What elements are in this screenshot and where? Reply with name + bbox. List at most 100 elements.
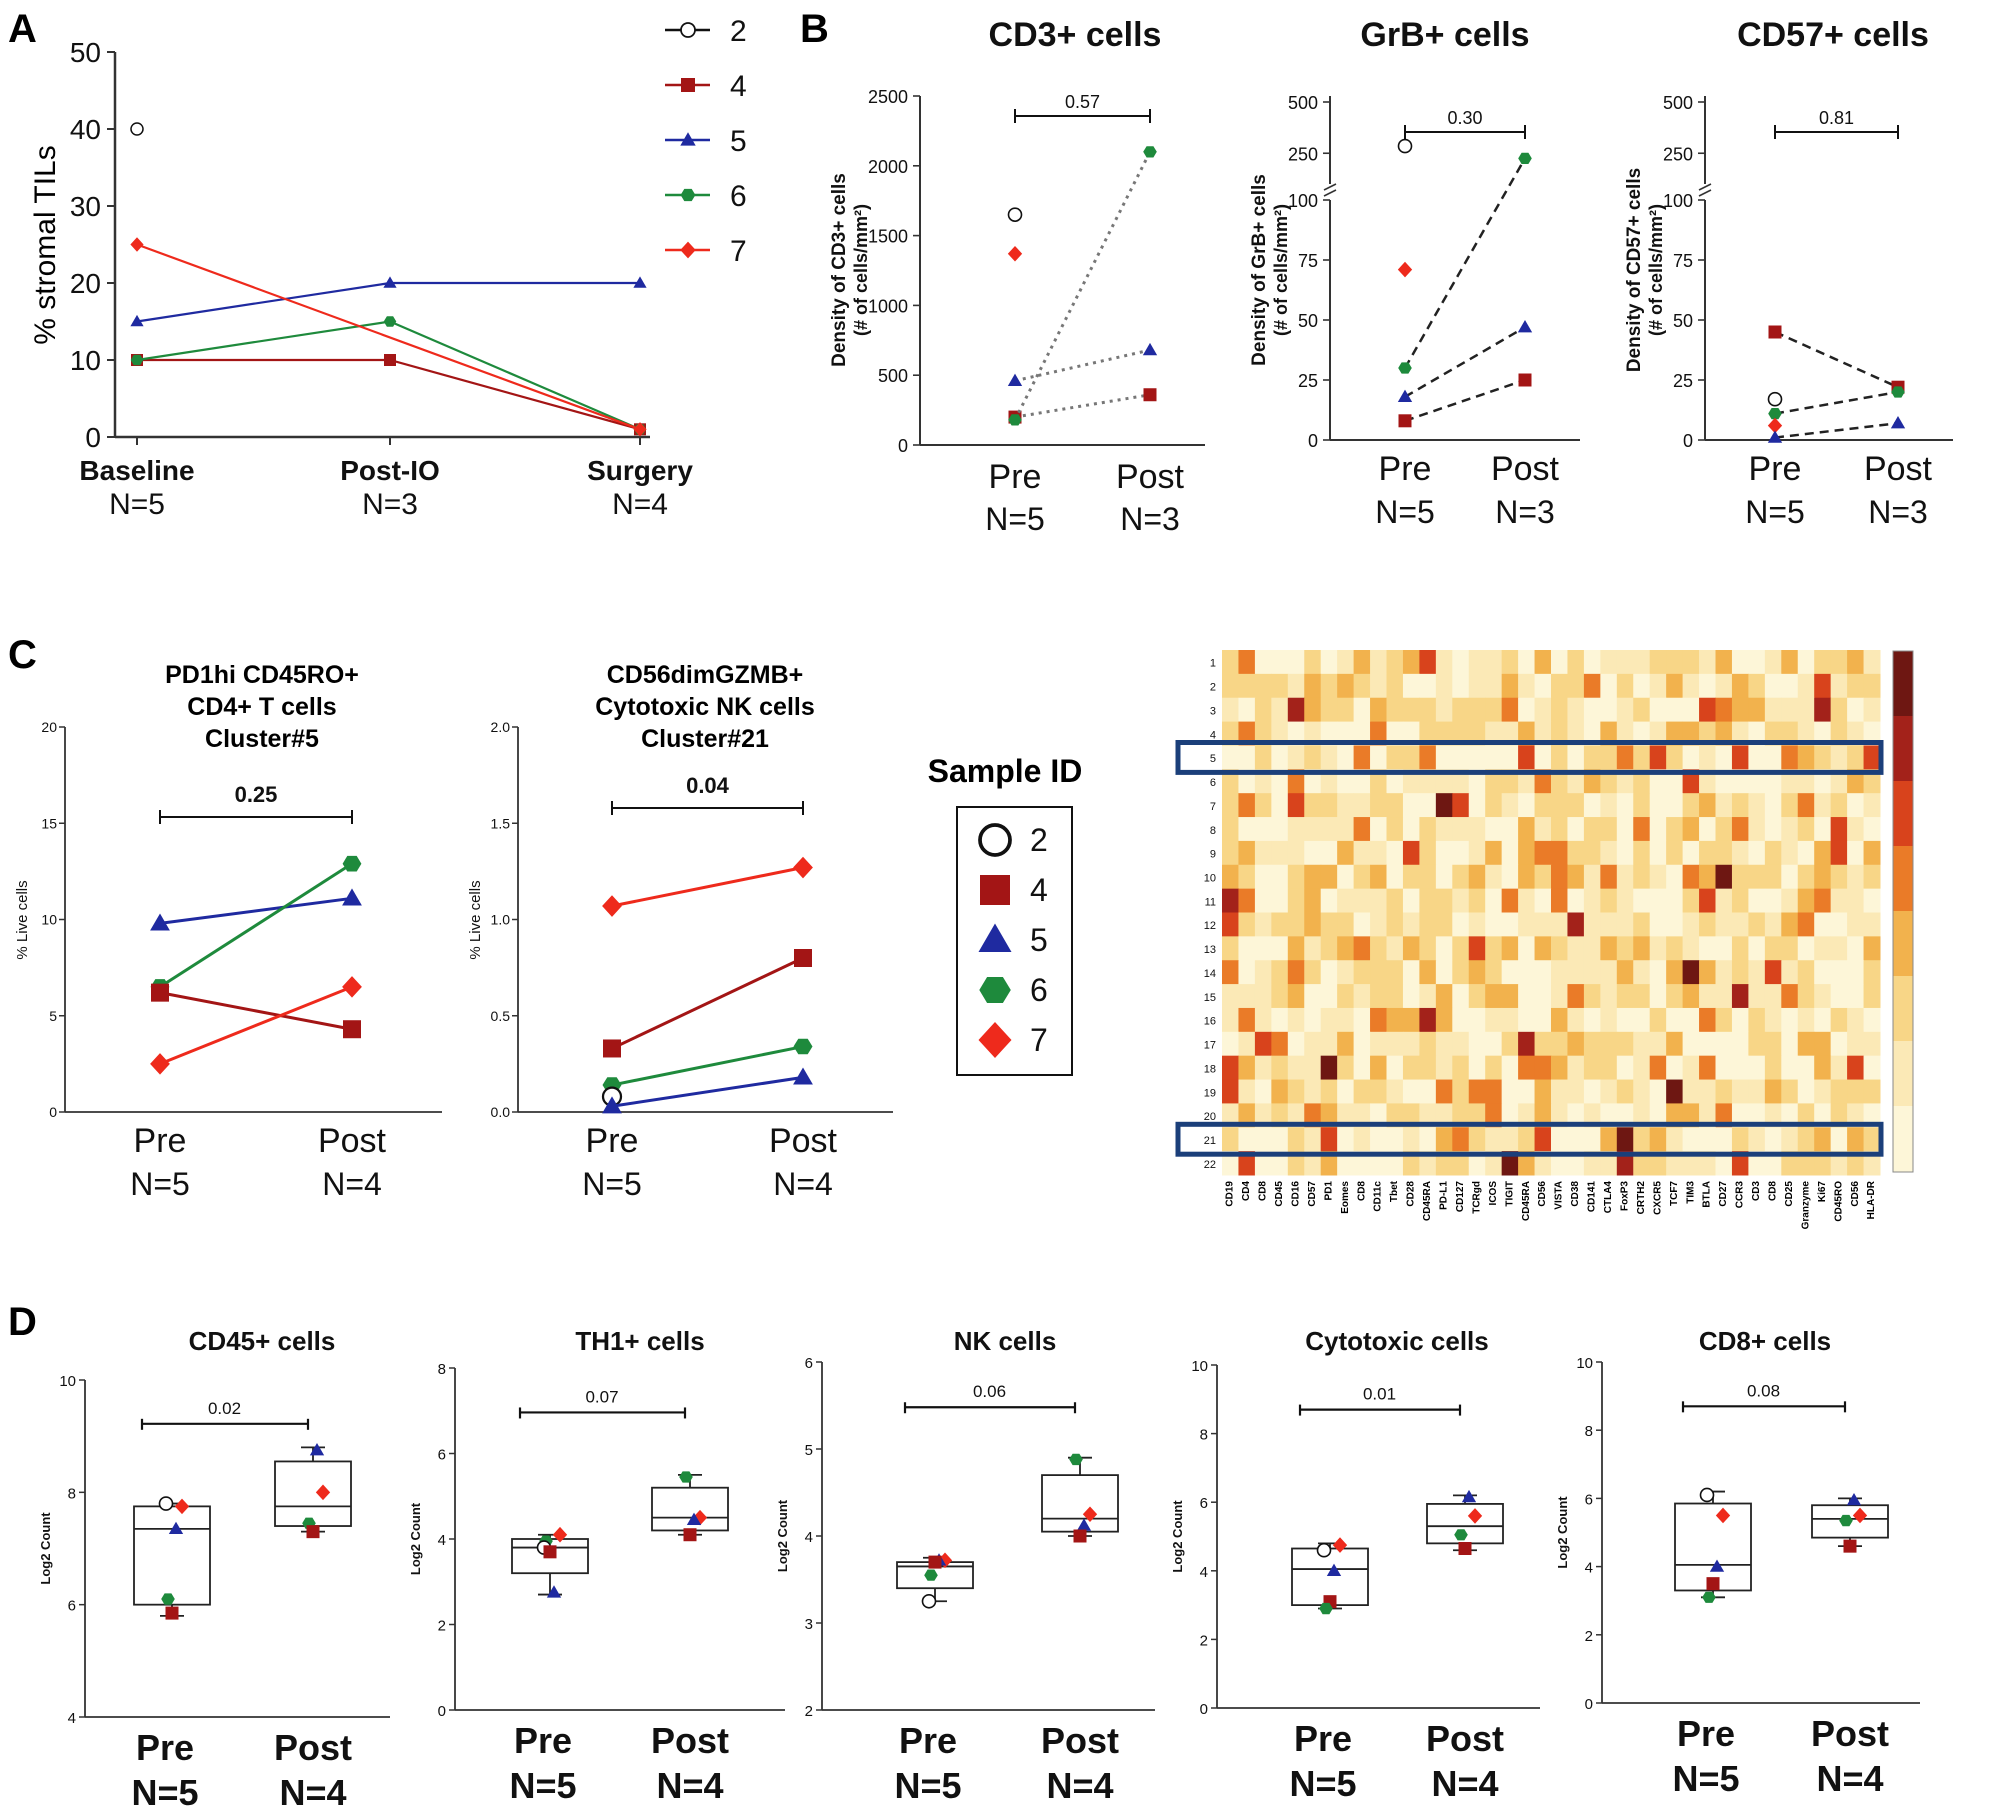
heatmap-cell — [1551, 888, 1568, 913]
heatmap-cell — [1551, 984, 1568, 1009]
heatmap-cell — [1830, 745, 1848, 770]
heatmap-cell — [1567, 840, 1585, 866]
heatmap-cell — [1534, 817, 1552, 842]
heatmap-cell — [1271, 721, 1289, 746]
series-2-point — [158, 1496, 174, 1511]
heatmap-cell — [1353, 697, 1371, 723]
heatmap-cell — [1748, 697, 1766, 723]
heatmap-cell — [1830, 840, 1848, 866]
heatmap-cell — [1781, 769, 1799, 794]
heatmap-cell — [1830, 1031, 1848, 1057]
heatmap-cell — [1682, 984, 1700, 1009]
heatmap-cell — [1518, 912, 1536, 937]
heatmap-cell — [1699, 793, 1716, 818]
heatmap-cell — [1435, 769, 1453, 794]
heatmap-cell — [1534, 769, 1552, 794]
panel-b-y-tick-label: 25 — [1673, 371, 1693, 391]
heatmap-cell — [1666, 745, 1684, 770]
panel-d-box — [1674, 1502, 1752, 1592]
heatmap-cell — [1682, 817, 1700, 842]
heatmap-cell — [1699, 817, 1716, 842]
heatmap-cell — [1830, 769, 1848, 794]
heatmap-colorbar-segment — [1893, 1145, 1913, 1159]
panel-d-y-tick-label: 4 — [68, 1710, 76, 1727]
heatmap-cell — [1764, 721, 1782, 746]
heatmap-cell — [1337, 817, 1355, 842]
heatmap-cell — [1616, 650, 1634, 675]
heatmap-cell — [1402, 1031, 1420, 1057]
heatmap-cell — [1386, 840, 1404, 866]
series-2-point — [1316, 1542, 1332, 1558]
heatmap-cell — [1583, 864, 1601, 890]
series-7-line — [136, 243, 641, 431]
heatmap-cell — [1501, 1031, 1519, 1057]
heatmap-cell — [1715, 840, 1733, 866]
heatmap-cell — [1748, 721, 1766, 746]
panel-d-y-tick-label: 4 — [805, 1529, 813, 1546]
heatmap-cell — [1682, 721, 1700, 746]
panel-c-x-n: N=4 — [322, 1166, 382, 1202]
heatmap-colorbar-segment — [1893, 950, 1913, 964]
heatmap-colorbar-segment — [1893, 1093, 1913, 1107]
heatmap-cell — [1534, 912, 1552, 937]
heatmap-cell — [1271, 1151, 1289, 1176]
panel-b-y-axis-label-units: (# of cells/mm²) — [851, 204, 871, 336]
heatmap-cell — [1452, 1031, 1470, 1057]
heatmap-cell — [1764, 817, 1782, 842]
heatmap-cell — [1699, 1031, 1716, 1057]
heatmap-cell — [1797, 1007, 1815, 1033]
heatmap-cell — [1731, 769, 1749, 794]
heatmap-colorbar-segment — [1893, 976, 1913, 990]
heatmap-cell — [1764, 960, 1782, 985]
heatmap-cell — [1353, 1007, 1371, 1033]
heatmap-cell — [1830, 1055, 1848, 1081]
heatmap-cell — [1370, 960, 1387, 985]
heatmap-cell — [1764, 888, 1782, 913]
heatmap-cell — [1633, 912, 1651, 937]
heatmap-cell — [1534, 840, 1552, 866]
heatmap-cell — [1814, 697, 1832, 723]
heatmap-cell — [1731, 1103, 1749, 1128]
panel-b-y-axis-label: Density of CD3+ cells — [829, 173, 850, 367]
series-6-point — [924, 1569, 938, 1581]
heatmap-cell — [1238, 912, 1256, 937]
series-5-point — [383, 276, 397, 288]
heatmap-cell — [1616, 769, 1634, 794]
heatmap-cell — [1551, 1031, 1568, 1057]
heatmap-cell — [1731, 840, 1749, 866]
heatmap-cell — [1847, 1007, 1865, 1033]
heatmap-cell — [1731, 817, 1749, 842]
heatmap-cell — [1814, 840, 1832, 866]
heatmap-colorbar-segment — [1893, 937, 1913, 951]
series-6-post-point — [1143, 146, 1157, 158]
heatmap-cell — [1616, 697, 1634, 723]
heatmap-cell — [1682, 1151, 1700, 1176]
heatmap-colorbar-segment — [1893, 651, 1913, 665]
heatmap-cell — [1682, 1007, 1700, 1033]
heatmap-cell — [1501, 1007, 1519, 1033]
heatmap-cell — [1781, 650, 1799, 675]
heatmap-cell — [1370, 864, 1387, 890]
heatmap-cell — [1254, 1103, 1272, 1128]
heatmap-cell — [1764, 1151, 1782, 1176]
panel-b-y-tick-label: 2000 — [868, 157, 908, 177]
series-4-point — [1706, 1577, 1720, 1591]
heatmap-cell — [1748, 1079, 1766, 1104]
heatmap-cell — [1814, 1031, 1832, 1057]
panel-b-plot-2: GrB+ cells 0 25 50 75 100 250 500 Density of GrB… — [1249, 16, 1580, 530]
heatmap-cell — [1370, 1103, 1387, 1128]
heatmap-col-label: CXCR5 — [1652, 1181, 1663, 1215]
panel-d-x-n: N=4 — [279, 1772, 346, 1812]
heatmap-cell — [1386, 960, 1404, 985]
heatmap-cell — [1616, 840, 1634, 866]
heatmap-cell — [1649, 888, 1667, 913]
heatmap-cell — [1567, 936, 1585, 961]
heatmap-cell — [1649, 769, 1667, 794]
heatmap-cell — [1254, 673, 1272, 699]
heatmap-cell — [1353, 817, 1371, 842]
heatmap-cell — [1666, 817, 1684, 842]
heatmap-cell — [1814, 984, 1832, 1009]
heatmap-cell — [1287, 1127, 1305, 1152]
